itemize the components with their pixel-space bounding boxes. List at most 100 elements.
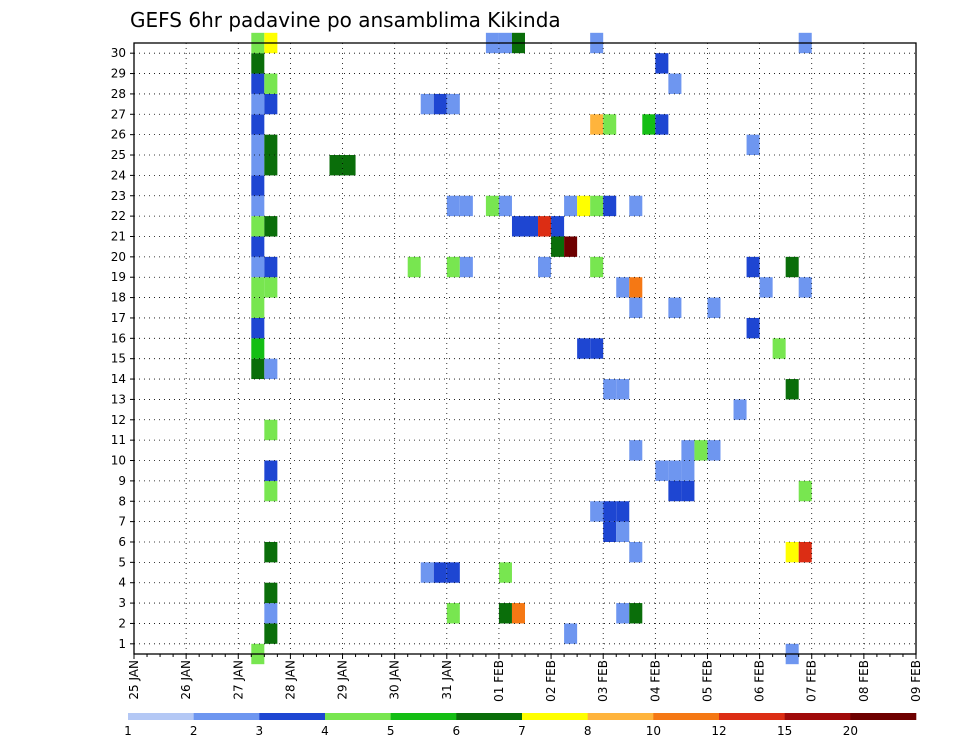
y-tick-label: 5 xyxy=(118,555,126,569)
colorbar-label: 20 xyxy=(843,724,858,738)
colorbar-swatch xyxy=(325,713,391,720)
y-tick-label: 28 xyxy=(111,87,126,101)
heatmap-cell xyxy=(746,134,760,156)
colorbar-swatch xyxy=(653,713,720,720)
heatmap-cell xyxy=(264,603,278,624)
heatmap-cell xyxy=(420,93,434,115)
y-tick-label: 16 xyxy=(111,331,126,345)
heatmap-cell xyxy=(264,541,278,563)
x-tick-label: 05 FEB xyxy=(700,660,714,702)
x-axis-ticks: 25 JAN 26 JAN 27 JAN 28 JAN 29 JAN 30 JAN 31 J… xyxy=(127,654,923,702)
colorbar-swatch xyxy=(128,713,194,720)
heatmap-cell xyxy=(590,501,604,522)
y-tick-label: 13 xyxy=(111,392,126,406)
heatmap-cell xyxy=(498,195,512,217)
heatmap-cell xyxy=(668,73,682,94)
heatmap-cell xyxy=(694,440,708,461)
heatmap-cell xyxy=(759,277,773,298)
heatmap-cell xyxy=(590,338,604,359)
colorbar-label: 5 xyxy=(387,724,395,738)
x-tick-label: 27 JAN xyxy=(231,660,245,700)
heatmap-cell xyxy=(251,53,265,74)
heatmap-cell xyxy=(264,277,278,298)
heatmap-cell xyxy=(616,501,630,522)
colorbar-label: 6 xyxy=(453,724,461,738)
heatmap-cell xyxy=(251,358,265,380)
heatmap-cell xyxy=(538,216,552,237)
colorbar-label: 12 xyxy=(711,724,726,738)
heatmap-cell xyxy=(707,297,721,318)
heatmap-cell xyxy=(446,195,460,217)
y-tick-label: 7 xyxy=(118,515,126,529)
heatmap-cell xyxy=(264,93,278,115)
colorbar-swatch xyxy=(193,713,260,720)
heatmap-cell xyxy=(785,256,799,278)
y-tick-label: 24 xyxy=(111,168,126,182)
heatmap-cell xyxy=(616,277,630,298)
x-tick-label: 08 FEB xyxy=(857,660,871,702)
heatmap-cell xyxy=(329,155,343,176)
y-tick-label: 11 xyxy=(111,433,126,447)
colorbar-swatch xyxy=(850,713,917,720)
x-tick-label: 31 JAN xyxy=(440,660,454,700)
heatmap-cells xyxy=(251,32,812,665)
heatmap-cell xyxy=(264,73,278,94)
colorbar-swatch xyxy=(719,713,785,720)
heatmap-cell xyxy=(251,297,265,318)
heatmap-cell xyxy=(511,216,525,237)
heatmap-cell xyxy=(629,541,643,563)
heatmap-cell xyxy=(264,460,278,481)
heatmap-cell xyxy=(603,379,617,400)
colorbar-label: 10 xyxy=(646,724,661,738)
heatmap-cell xyxy=(264,134,278,156)
y-tick-label: 4 xyxy=(118,576,126,590)
heatmap-cell xyxy=(564,236,578,257)
colorbar-label: 8 xyxy=(584,724,592,738)
y-tick-label: 8 xyxy=(118,494,126,508)
y-axis-ticks: 1234567891011121314151617181920212223242… xyxy=(111,46,134,651)
heatmap-cell xyxy=(616,521,630,542)
heatmap-cell xyxy=(733,399,747,420)
heatmap-cell xyxy=(433,562,447,583)
x-tick-label: 01 FEB xyxy=(492,660,506,702)
x-tick-label: 03 FEB xyxy=(596,660,610,702)
heatmap-cell xyxy=(785,379,799,400)
heatmap-cell xyxy=(616,603,630,624)
heatmap-cell xyxy=(251,195,265,217)
colorbar-label: 15 xyxy=(777,724,792,738)
heatmap-cell xyxy=(251,317,265,339)
x-tick-label: 04 FEB xyxy=(648,660,662,702)
heatmap-cell xyxy=(251,236,265,257)
heatmap-cell xyxy=(264,256,278,278)
heatmap-cell xyxy=(564,195,578,217)
x-tick-label: 09 FEB xyxy=(909,660,923,702)
colorbar-legend: 1 2 3 4 5 6 7 8 10 12 15 20 xyxy=(124,713,917,738)
colorbar-label: 7 xyxy=(518,724,526,738)
heatmap-cell xyxy=(251,175,265,196)
y-tick-label: 23 xyxy=(111,189,126,203)
heatmap-cell xyxy=(551,236,565,257)
heatmap-cell xyxy=(342,155,356,176)
heatmap-cell xyxy=(668,480,682,502)
y-tick-label: 9 xyxy=(118,474,126,488)
gridlines xyxy=(134,43,916,654)
heatmap-cell xyxy=(681,460,695,481)
heatmap-cell xyxy=(251,114,265,135)
heatmap-cell xyxy=(525,216,539,237)
heatmap-cell xyxy=(590,114,604,135)
heatmap-cell xyxy=(251,256,265,278)
heatmap-cell xyxy=(498,562,512,583)
heatmap-cell xyxy=(616,379,630,400)
heatmap-cell xyxy=(446,562,460,583)
heatmap-cell xyxy=(251,338,265,359)
heatmap-cell xyxy=(251,134,265,156)
y-tick-label: 2 xyxy=(118,616,126,630)
heatmap-cell xyxy=(590,195,604,217)
y-tick-label: 12 xyxy=(111,413,126,427)
heatmap-cell xyxy=(603,501,617,522)
heatmap-cell xyxy=(577,195,591,217)
y-tick-label: 18 xyxy=(111,291,126,305)
heatmap-cell xyxy=(264,358,278,380)
y-tick-label: 1 xyxy=(118,637,126,651)
heatmap-cell xyxy=(629,297,643,318)
